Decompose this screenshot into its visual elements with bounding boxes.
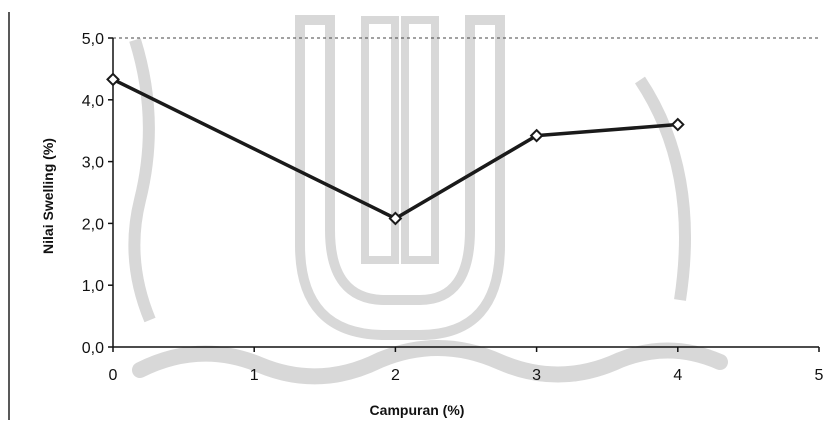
tick-labels: 0,0 1,0 2,0 3,0 4,0 5,0 0 1 2 3 4 5 [82, 31, 824, 384]
axes-layer [112, 38, 819, 348]
watermark-shape [128, 38, 156, 323]
watermark-shape [401, 16, 439, 264]
watermark-shape [132, 340, 728, 385]
y-tick-label: 1,0 [82, 278, 104, 295]
x-tick-label: 2 [391, 367, 400, 384]
watermark-logo [128, 15, 728, 385]
y-tick-label: 2,0 [82, 216, 104, 233]
data-point-marker [670, 117, 685, 132]
y-tick-label: 4,0 [82, 93, 104, 110]
x-tick-label: 0 [109, 367, 118, 384]
y-tick-label: 3,0 [82, 155, 104, 172]
x-tick-label: 1 [250, 367, 259, 384]
y-tick-label: 5,0 [82, 31, 104, 48]
data-point-marker [529, 128, 544, 143]
series-layer [106, 72, 685, 226]
watermark-shape [295, 15, 505, 340]
x-axis-title: Campuran (%) [370, 402, 465, 418]
x-tick-label: 5 [815, 367, 824, 384]
watermark-shape [361, 16, 399, 264]
watermark-shape [635, 76, 691, 301]
y-axis-title: Nilai Swelling (%) [40, 138, 56, 254]
data-point-marker [388, 211, 403, 226]
x-tick-label: 4 [673, 367, 682, 384]
data-point-marker [106, 72, 120, 87]
x-tick-label: 3 [532, 367, 541, 384]
series-line [112, 77, 678, 221]
y-tick-label: 0,0 [82, 340, 104, 357]
